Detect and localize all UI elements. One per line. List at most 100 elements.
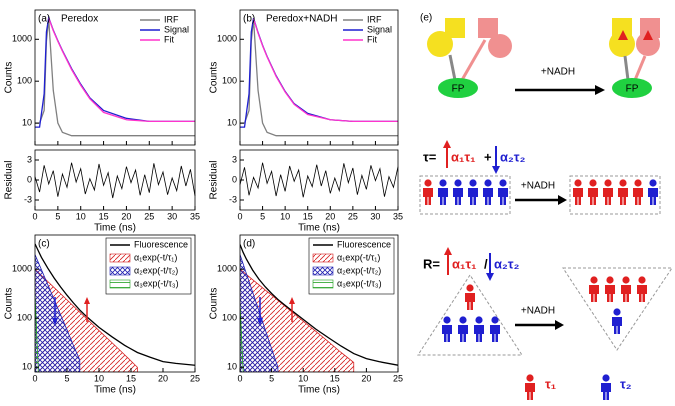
- person-head: [649, 179, 657, 187]
- series-line: [252, 18, 398, 123]
- formula: α₁τ₁: [451, 149, 476, 164]
- arrow-head: [84, 297, 90, 304]
- person-head: [469, 179, 477, 187]
- arrow-head: [52, 318, 58, 325]
- arrow-label: +NADH: [541, 67, 575, 78]
- x-tick-label: 0: [32, 211, 37, 221]
- person-head: [619, 179, 627, 187]
- person-head: [574, 179, 582, 187]
- arrow-head: [443, 140, 451, 148]
- y-tick-label: 1000: [12, 34, 32, 44]
- person-head: [484, 179, 492, 187]
- shape: [609, 31, 635, 57]
- y-tick-label: 100: [17, 76, 32, 86]
- fp: [612, 78, 652, 98]
- legend-label: Fluorescence: [134, 239, 188, 249]
- person-head: [589, 179, 597, 187]
- person-head: [590, 276, 598, 284]
- x-tick-label: 5: [64, 373, 69, 383]
- x-axis-label: Time (ns): [298, 223, 340, 234]
- person-body: [458, 325, 468, 342]
- legend-swatch: [109, 266, 131, 276]
- person-body: [442, 325, 452, 342]
- x-axis-label: Time (ns): [94, 223, 136, 234]
- fp: [438, 78, 478, 98]
- x-tick-label: 30: [370, 211, 380, 221]
- y-axis-label: Counts: [4, 288, 15, 320]
- legend-label: τ₁: [545, 376, 556, 391]
- y-tick-label: 3: [232, 154, 237, 164]
- x-tick-label: 30: [167, 211, 177, 221]
- arrow-label: +NADH: [521, 306, 555, 317]
- shape: [636, 32, 660, 56]
- x-tick-label: 35: [190, 211, 200, 221]
- shape: [445, 18, 465, 38]
- person-body: [453, 188, 463, 205]
- panel-label: (b): [243, 14, 255, 25]
- legend-swatch: [312, 279, 334, 289]
- x-tick-label: 10: [76, 211, 86, 221]
- x-tick-label: 25: [144, 211, 154, 221]
- legend-label: Fluorescence: [337, 239, 391, 249]
- person-head: [604, 179, 612, 187]
- component-area: [35, 254, 81, 372]
- plot-area: [240, 17, 398, 137]
- y-tick-label: 100: [17, 313, 32, 323]
- x-tick-label: 0: [237, 373, 242, 383]
- formula: R=: [423, 256, 440, 271]
- person-head: [638, 276, 646, 284]
- box: [569, 175, 661, 215]
- component-area: [240, 303, 244, 372]
- x-tick-label: 0: [32, 373, 37, 383]
- legend-label: Signal: [367, 24, 392, 34]
- x-tick-label: 10: [94, 373, 104, 383]
- person-body: [633, 188, 643, 205]
- y-tick-label: 3: [27, 154, 32, 164]
- y-tick-label: -3: [24, 194, 32, 204]
- y-tick-label: 1000: [217, 264, 237, 274]
- arrow-head: [444, 247, 452, 255]
- y-tick-label: 0: [27, 174, 32, 184]
- formula: α₂τ₂: [500, 149, 526, 164]
- x-tick-label: 20: [158, 373, 168, 383]
- x-tick-label: 25: [348, 211, 358, 221]
- linker: [623, 55, 630, 81]
- person-body: [468, 188, 478, 205]
- arrow-head: [558, 195, 567, 205]
- legend-label: Fit: [367, 34, 377, 44]
- plot-frame: [34, 9, 196, 146]
- fp-label: FP: [626, 84, 639, 95]
- arrow-label: +NADH: [521, 181, 555, 192]
- legend-label: α₂exp(-t/τ₂): [337, 265, 381, 275]
- x-tick-label: 20: [361, 373, 371, 383]
- person-head: [454, 179, 462, 187]
- legend-label: IRF: [164, 14, 179, 24]
- shape: [488, 34, 512, 58]
- y-axis-label: Residual: [4, 161, 15, 200]
- formula: α₁τ₁: [452, 256, 477, 271]
- person-head: [475, 316, 483, 324]
- person-body: [465, 293, 475, 310]
- x-tick-label: 25: [393, 373, 403, 383]
- x-tick-label: 5: [55, 211, 60, 221]
- shape: [478, 18, 498, 38]
- y-tick-label: 0: [232, 174, 237, 184]
- person-head: [439, 179, 447, 187]
- y-tick-label: 10: [227, 117, 237, 127]
- person-body: [648, 188, 658, 205]
- nadh: [618, 30, 628, 40]
- linker: [633, 55, 647, 81]
- panel-e: (e) FP +NADH FP τ=: [417, 13, 673, 400]
- panel-label: (a): [38, 14, 50, 25]
- legend-swatch: [109, 279, 131, 289]
- x-tick-label: 10: [298, 373, 308, 383]
- person-head: [613, 308, 621, 316]
- legend-label: Fit: [164, 34, 174, 44]
- y-tick-label: -3: [229, 194, 237, 204]
- y-tick-label: 1000: [217, 34, 237, 44]
- x-tick-label: 15: [303, 211, 313, 221]
- x-tick-label: 20: [325, 211, 335, 221]
- person-head: [466, 284, 474, 292]
- panel-label: (d): [243, 239, 255, 250]
